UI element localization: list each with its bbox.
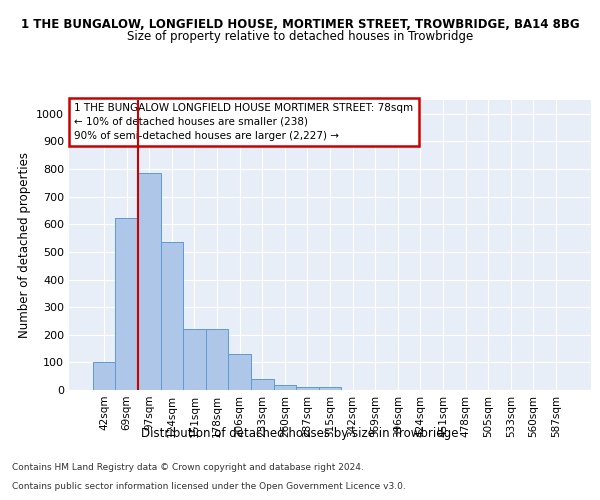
Bar — [296, 387, 319, 390]
Text: 1 THE BUNGALOW LONGFIELD HOUSE MORTIMER STREET: 78sqm
← 10% of detached houses a: 1 THE BUNGALOW LONGFIELD HOUSE MORTIMER … — [74, 103, 413, 141]
Text: Size of property relative to detached houses in Trowbridge: Size of property relative to detached ho… — [127, 30, 473, 43]
Bar — [183, 329, 206, 390]
Bar — [206, 329, 229, 390]
Bar — [251, 379, 274, 390]
Text: Contains public sector information licensed under the Open Government Licence v3: Contains public sector information licen… — [12, 482, 406, 491]
Text: Distribution of detached houses by size in Trowbridge: Distribution of detached houses by size … — [141, 428, 459, 440]
Bar — [229, 354, 251, 390]
Bar — [319, 386, 341, 390]
Text: Contains HM Land Registry data © Crown copyright and database right 2024.: Contains HM Land Registry data © Crown c… — [12, 464, 364, 472]
Bar — [274, 386, 296, 390]
Y-axis label: Number of detached properties: Number of detached properties — [17, 152, 31, 338]
Bar — [115, 218, 138, 390]
Bar — [93, 362, 115, 390]
Bar — [161, 242, 183, 390]
Text: 1 THE BUNGALOW, LONGFIELD HOUSE, MORTIMER STREET, TROWBRIDGE, BA14 8BG: 1 THE BUNGALOW, LONGFIELD HOUSE, MORTIME… — [20, 18, 580, 30]
Bar — [138, 172, 161, 390]
